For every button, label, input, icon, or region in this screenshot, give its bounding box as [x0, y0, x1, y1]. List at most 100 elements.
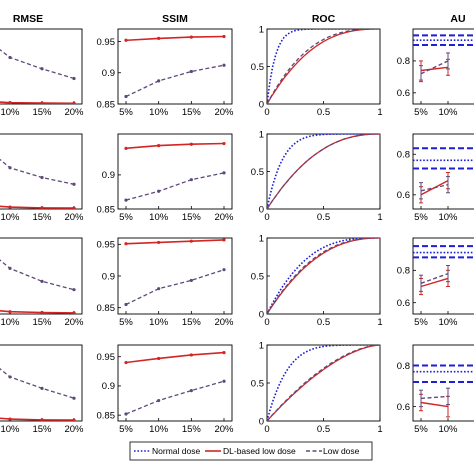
au-series-dl-based-low-dose [420, 401, 449, 408]
ytick-label-au-3: 0.6 [397, 298, 410, 309]
plot-area-ssim-2 [124, 141, 226, 202]
panel-title-au-1: AU [450, 13, 465, 25]
series-line-dl-based-low-dose [125, 142, 225, 150]
ytick-label-ssim-1: 0.85 [97, 99, 116, 110]
data-point-ssim-3 [189, 278, 193, 283]
data-point-rmse-3 [72, 311, 76, 314]
data-point-ssim-1 [222, 63, 226, 67]
ytick-label-roc-4: 0.5 [251, 378, 264, 389]
ytick-label-roc-4: 1 [259, 340, 264, 351]
ytick-label-au-4: 0.6 [397, 402, 410, 413]
ytick-label-ssim-4: 0.95 [97, 352, 116, 363]
data-point-ssim-1 [157, 79, 161, 83]
data-point-rmse-2 [8, 166, 12, 170]
xtick-label-rmse-4: 20% [64, 424, 84, 435]
xtick-label-ssim-4: 20% [214, 424, 234, 435]
data-point-ssim-1 [124, 94, 128, 99]
plot-area-roc-3 [267, 238, 380, 314]
data-point-ssim-4 [157, 398, 161, 403]
data-point-ssim-2 [157, 189, 161, 193]
xtick-label-ssim-1: 15% [182, 107, 202, 118]
axes-frame-rmse-1 [0, 28, 83, 105]
data-point-ssim-3 [157, 287, 161, 291]
xtick-label-roc-1: 0.5 [317, 107, 330, 118]
data-point-ssim-3 [222, 268, 226, 272]
plot-area-au-4 [413, 364, 474, 418]
ytick-label-roc-1: 0.5 [251, 62, 264, 73]
xtick-label-ssim-1: 20% [214, 107, 234, 118]
data-point-ssim-1 [189, 35, 193, 39]
panel-ssim-2: 0.85 0.9 5% 10% 15% 20% [97, 133, 234, 223]
series-line-low-dose [125, 380, 225, 415]
xtick-label-au-2: 5% [414, 212, 428, 223]
xtick-label-rmse-4: 15% [32, 424, 52, 435]
ytick-label-roc-3: 0.5 [251, 271, 264, 282]
axes-frame-rmse-2 [0, 133, 83, 210]
xtick-label-ssim-4: 15% [182, 424, 202, 435]
xtick-label-roc-1: 1 [377, 107, 382, 118]
xtick-label-roc-4: 0.5 [317, 424, 330, 435]
roc-curve-low-dose [267, 345, 380, 421]
ytick-label-au-1: 0.8 [397, 56, 410, 67]
plot-area-au-2 [413, 147, 474, 204]
ytick-label-au-2: 0.6 [397, 190, 410, 201]
legend-label-normal-dose: Normal dose [152, 446, 200, 456]
roc-curve-normal-dose [267, 238, 380, 314]
xtick-label-roc-3: 0.5 [317, 317, 330, 328]
roc-curve-normal-dose [267, 134, 380, 209]
xtick-label-au-4: 5% [414, 424, 428, 435]
panel-rmse-2: 5%10%15%20% [0, 133, 84, 223]
data-point-ssim-4 [222, 351, 226, 355]
xtick-label-roc-2: 0.5 [317, 212, 330, 223]
data-point-rmse-1 [40, 67, 44, 71]
series-line-low-dose [125, 269, 225, 306]
xtick-label-ssim-2: 10% [149, 212, 169, 223]
plot-area-roc-2 [267, 134, 380, 209]
panel-roc-4: 0 0.5 1 0 0.5 1 [251, 340, 383, 435]
series-line-low-dose [125, 172, 225, 201]
xtick-label-roc-2: 0 [264, 212, 269, 223]
panel-title-ssim-1: SSIM [162, 13, 188, 25]
xtick-label-au-3: 10% [438, 317, 458, 328]
plot-area-roc-1 [267, 29, 380, 104]
axes-frame-au-3 [412, 237, 474, 315]
data-point-rmse-4 [72, 418, 76, 421]
data-point-rmse-2 [8, 205, 12, 209]
data-point-rmse-3 [40, 310, 44, 314]
xtick-label-rmse-3: 15% [32, 317, 52, 328]
data-point-ssim-1 [222, 34, 226, 39]
data-point-rmse-3 [8, 310, 12, 314]
ytick-label-roc-3: 0 [259, 309, 264, 320]
data-point-rmse-1 [8, 55, 12, 60]
ytick-label-ssim-4: 0.9 [102, 381, 115, 392]
roc-curve-low-dose [267, 238, 380, 314]
data-point-rmse-1 [40, 101, 44, 104]
series-line-dl-based-low-dose [125, 35, 225, 42]
panel-rmse-1: RMSE5%10%15%20% [0, 13, 84, 118]
xtick-label-rmse-1: 15% [32, 107, 52, 118]
data-point-ssim-4 [157, 356, 161, 361]
xtick-label-ssim-2: 20% [214, 212, 234, 223]
ytick-label-au-3: 0.8 [397, 266, 410, 277]
series-line-low-dose [0, 259, 75, 291]
ytick-label-roc-3: 1 [259, 233, 264, 244]
xtick-label-ssim-2: 5% [119, 212, 133, 223]
axes-frame-ssim-2 [117, 133, 233, 210]
xtick-label-au-4: 10% [438, 424, 458, 435]
data-point-rmse-2 [72, 182, 76, 186]
series-line-low-dose [0, 158, 75, 185]
series-line-low-dose [0, 368, 75, 399]
axes-frame-au-2 [412, 133, 474, 210]
roc-curve-normal-dose [267, 29, 380, 104]
plot-area-au-1 [413, 34, 474, 83]
series-line-dl-based-low-dose [0, 101, 75, 104]
data-point-ssim-2 [157, 143, 161, 148]
axes-frame-ssim-4 [117, 344, 233, 422]
plot-area-rmse-3 [0, 259, 76, 314]
series-line-dl-based-low-dose [0, 309, 75, 314]
panel-ssim-3: 0.85 0.9 0.95 5% 10% 15% 20% [97, 237, 234, 328]
plot-area-roc-4 [267, 345, 380, 421]
ytick-label-roc-1: 0 [259, 99, 264, 110]
legend-label-dl-low-dose: DL-based low dose [223, 446, 296, 456]
